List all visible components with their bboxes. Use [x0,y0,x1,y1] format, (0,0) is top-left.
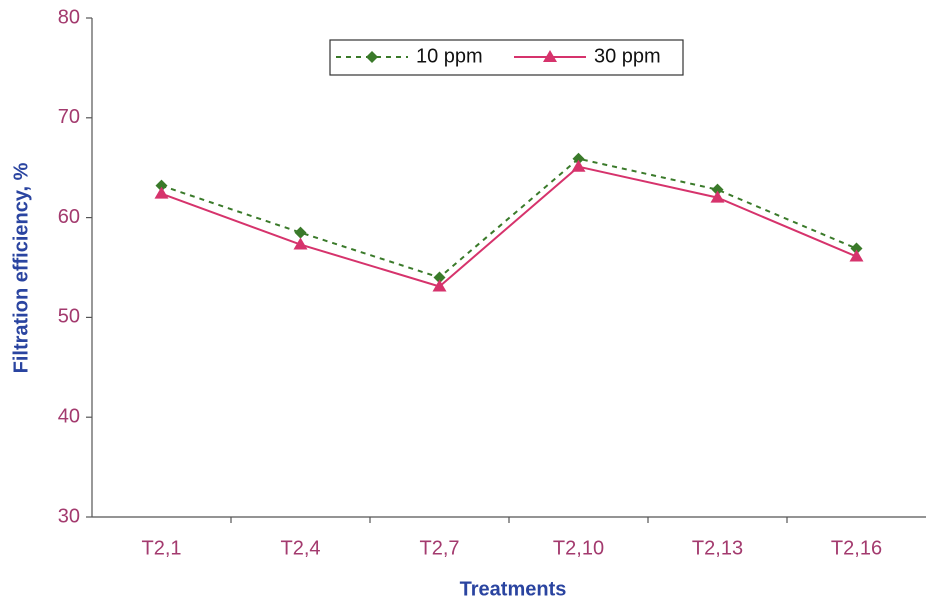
marker [710,190,725,203]
legend-label: 10 ppm [416,45,483,67]
marker [154,186,169,199]
marker [572,152,585,165]
marker [571,159,586,172]
x-tick-label: T2,13 [692,537,743,559]
x-axis-title: Treatments [460,578,567,600]
marker [711,183,724,196]
marker [850,242,863,255]
y-tick-label: 60 [58,206,80,228]
y-tick-label: 30 [58,505,80,527]
x-tick-label: T2,10 [553,537,604,559]
x-tick-label: T2,16 [831,537,882,559]
legend-label: 30 ppm [594,45,661,67]
series-line [161,157,857,279]
x-tick-label: T2,4 [280,537,320,559]
marker [432,279,447,292]
y-tick-label: 70 [58,106,80,128]
marker [294,226,307,239]
y-tick-label: 40 [58,405,80,427]
y-tick-label: 50 [58,306,80,328]
y-tick-label: 80 [58,6,80,28]
marker [366,51,378,63]
marker [293,237,308,250]
marker [543,50,557,62]
series-line [161,165,857,288]
y-axis-title: Filtration efficiency, % [10,162,32,373]
x-tick-label: T2,1 [141,537,181,559]
marker [155,179,168,192]
x-tick-label: T2,7 [419,537,459,559]
marker [849,249,864,262]
marker [433,271,446,284]
